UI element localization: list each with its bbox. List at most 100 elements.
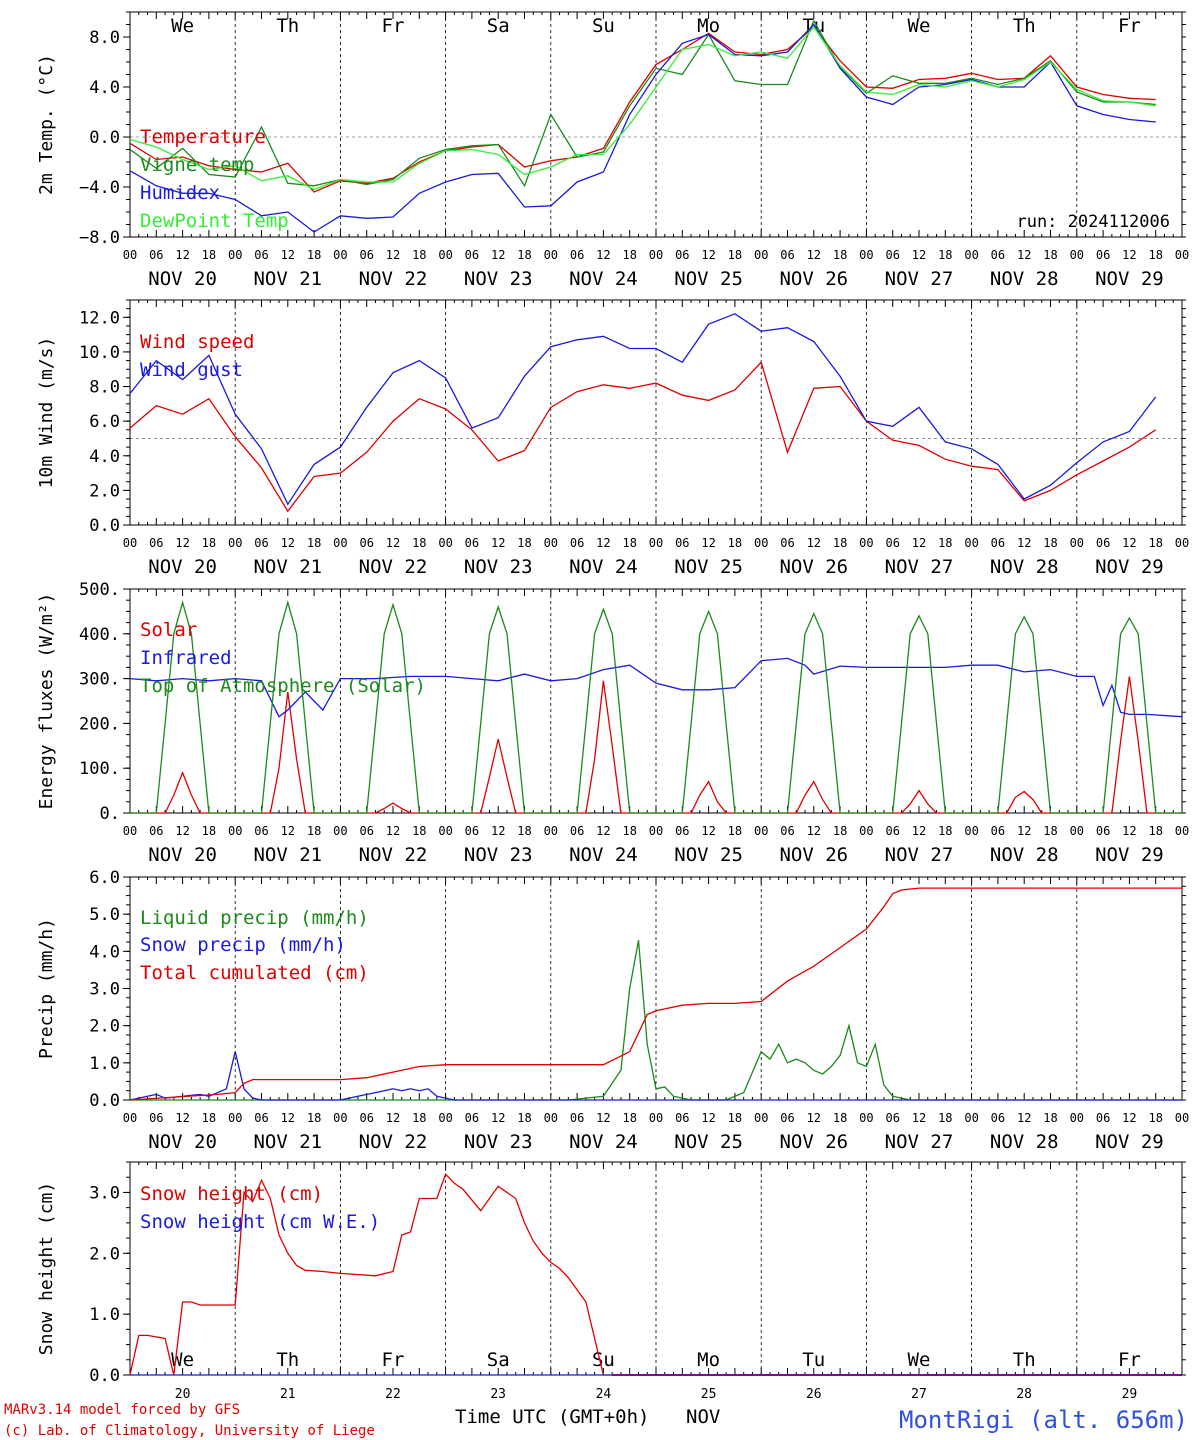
- x-hour-label: 00: [859, 248, 873, 262]
- x-hour-label: 18: [412, 248, 426, 262]
- x-hour-label: 06: [254, 1111, 268, 1125]
- x-hour-label: 18: [728, 536, 742, 550]
- x-hour-label: 18: [202, 824, 216, 838]
- x-hour-label: 18: [938, 536, 952, 550]
- x-hour-label: 12: [175, 824, 189, 838]
- weekday-label: Fr: [1118, 1349, 1141, 1371]
- y-tick-label: 0.: [100, 804, 120, 824]
- x-hour-label: 06: [254, 824, 268, 838]
- x-date-label: NOV 26: [779, 844, 848, 866]
- x-hour-label: 12: [491, 248, 505, 262]
- y-tick-label: 2.0: [89, 481, 120, 501]
- y-tick-label: 10.0: [79, 343, 120, 363]
- x-hour-label: 18: [622, 536, 636, 550]
- series-line-dewpoint-temp: [129, 25, 1156, 191]
- x-hour-label: 00: [754, 824, 768, 838]
- x-hour-label: 18: [412, 536, 426, 550]
- x-hour-label: 18: [728, 1111, 742, 1125]
- x-hour-label: 12: [175, 1111, 189, 1125]
- x-hour-label: 00: [438, 248, 452, 262]
- y-tick-label: 1.0: [89, 1305, 120, 1325]
- x-hour-label: 06: [254, 248, 268, 262]
- x-hour-label: 18: [202, 536, 216, 550]
- x-hour-label: 06: [570, 824, 584, 838]
- legend-entry: Infrared: [140, 647, 232, 669]
- legend-entry: DewPoint Temp: [140, 210, 289, 232]
- x-hour-label: 06: [149, 536, 163, 550]
- weekday-label: Sa: [487, 1349, 510, 1371]
- x-hour-label: 06: [570, 1111, 584, 1125]
- x-hour-label: 18: [622, 1111, 636, 1125]
- x-date-label: NOV 21: [253, 844, 322, 866]
- x-hour-label: 18: [938, 824, 952, 838]
- series-line-wind-gust: [129, 313, 1157, 506]
- y-tick-label: 8.0: [89, 378, 120, 398]
- x-hour-label: 00: [649, 824, 663, 838]
- x-hour-label: 00: [649, 536, 663, 550]
- x-hour-label: 06: [465, 248, 479, 262]
- x-hour-label: 06: [570, 536, 584, 550]
- x-hour-label: 06: [149, 824, 163, 838]
- y-tick-label: 4.0: [89, 942, 120, 962]
- x-hour-label: 18: [1043, 1111, 1057, 1125]
- legend-entry: Total cumulated (cm): [140, 962, 369, 984]
- x-hour-label: 12: [1017, 824, 1031, 838]
- x-hour-label: 00: [1070, 248, 1084, 262]
- x-day-number: 24: [596, 1387, 612, 1402]
- y-tick-label: 2.0: [89, 1244, 120, 1264]
- x-date-label: NOV 29: [1095, 268, 1164, 290]
- x-hour-label: 00: [1070, 824, 1084, 838]
- weekday-label: Tu: [802, 1349, 825, 1371]
- x-hour-label: 12: [386, 824, 400, 838]
- legend-entry: Snow height (cm W.E.): [140, 1211, 380, 1233]
- x-hour-label: 00: [964, 536, 978, 550]
- x-date-label: NOV 22: [359, 844, 428, 866]
- x-hour-label: 00: [123, 536, 137, 550]
- x-hour-label: 18: [307, 536, 321, 550]
- x-hour-label: 00: [754, 248, 768, 262]
- x-hour-label: 00: [228, 248, 242, 262]
- x-date-label: NOV 23: [464, 268, 533, 290]
- weekday-label: Th: [276, 1349, 299, 1371]
- weekday-label: We: [908, 15, 931, 37]
- y-tick-label: 4.0: [89, 78, 120, 98]
- x-date-label: NOV 26: [779, 1131, 848, 1153]
- y-axis-label: Snow height (cm): [36, 1182, 57, 1355]
- legend-entry: Wind speed: [140, 331, 254, 353]
- x-hour-label: 12: [596, 248, 610, 262]
- x-hour-label: 12: [386, 536, 400, 550]
- x-date-label: NOV 20: [148, 844, 217, 866]
- x-hour-label: 06: [675, 248, 689, 262]
- x-date-label: NOV 23: [464, 1131, 533, 1153]
- y-tick-label: 300.: [79, 670, 120, 690]
- x-hour-label: 06: [991, 824, 1005, 838]
- x-hour-label: 00: [859, 536, 873, 550]
- x-hour-label: 12: [175, 248, 189, 262]
- x-hour-label: 00: [438, 824, 452, 838]
- panel-5: 0.0 1.0 2.0 3.0 20 21 22 23 24 25 26 27 28 29 We Th Fr Sa…: [36, 1161, 1186, 1402]
- x-hour-label: 06: [359, 1111, 373, 1125]
- series-line-vigne-temp: [129, 19, 1156, 188]
- x-hour-label: 06: [885, 536, 899, 550]
- x-hour-label: 00: [1070, 1111, 1084, 1125]
- x-date-label: NOV 26: [779, 268, 848, 290]
- x-hour-label: 12: [912, 536, 926, 550]
- y-tick-label: 8.0: [89, 28, 120, 48]
- y-tick-label: 0.0: [89, 128, 120, 148]
- x-date-label: NOV 20: [148, 556, 217, 578]
- plot-frame: [129, 11, 1183, 238]
- x-hour-label: 12: [596, 1111, 610, 1125]
- x-hour-label: 12: [175, 536, 189, 550]
- x-date-label: NOV 24: [569, 268, 638, 290]
- x-date-label: NOV 27: [885, 268, 954, 290]
- x-hour-label: 00: [123, 824, 137, 838]
- y-tick-label: 0.0: [89, 516, 120, 536]
- y-tick-label: 100.: [79, 759, 120, 779]
- x-hour-label: 06: [359, 248, 373, 262]
- weekday-label: Th: [1013, 1349, 1036, 1371]
- x-hour-label: 18: [833, 824, 847, 838]
- x-hour-label: 06: [991, 1111, 1005, 1125]
- x-hour-label: 00: [228, 536, 242, 550]
- x-date-label: NOV 25: [674, 844, 743, 866]
- x-date-label: NOV 25: [674, 556, 743, 578]
